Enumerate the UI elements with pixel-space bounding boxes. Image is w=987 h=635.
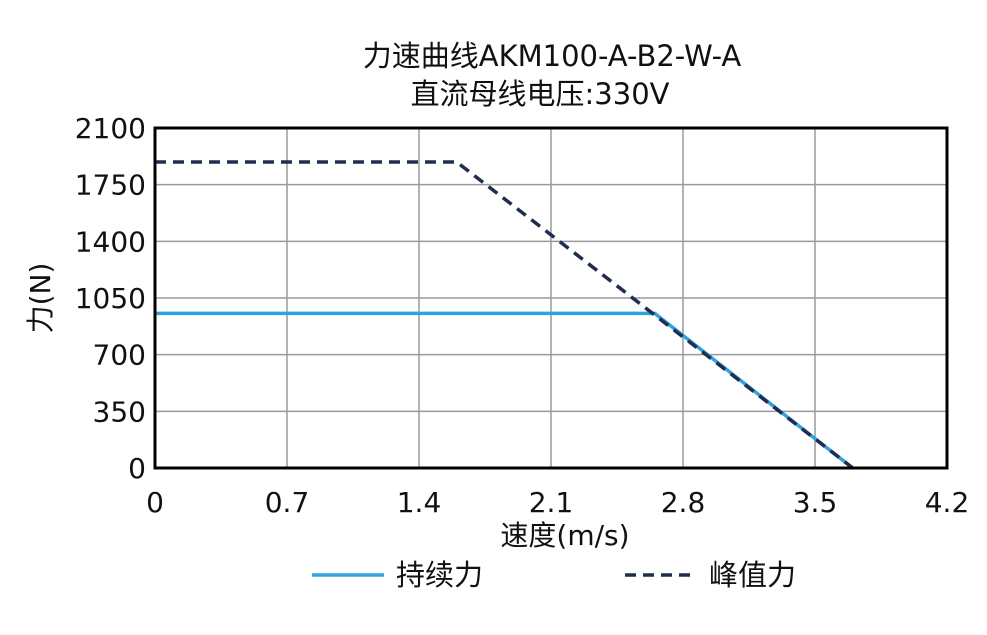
chart-title-line1: 力速曲线AKM100-A-B2-W-A — [363, 39, 742, 73]
x-tick-label: 3.5 — [793, 486, 838, 519]
x-tick-label: 2.1 — [529, 486, 574, 519]
y-tick-label: 1050 — [75, 282, 146, 315]
plot-frame — [153, 126, 949, 470]
legend-label: 峰值力 — [709, 558, 796, 592]
y-tick-label: 0 — [128, 452, 146, 485]
y-axis-label: 力(N) — [24, 263, 57, 334]
x-axis-label: 速度(m/s) — [500, 519, 629, 552]
y-tick-label: 700 — [93, 339, 146, 372]
chart-title-line2: 直流母线电压:330V — [411, 77, 670, 111]
y-tick-label: 350 — [93, 395, 146, 428]
y-tick-label: 1750 — [75, 169, 146, 202]
x-tick-labels: 0 0.7 1.4 2.1 2.8 3.5 4.2 — [146, 486, 969, 519]
y-tick-label: 2100 — [75, 112, 146, 145]
y-tick-label: 1400 — [75, 225, 146, 258]
series-lines — [155, 160, 854, 470]
series-line-continuous — [155, 311, 854, 470]
x-tick-label: 4.2 — [925, 486, 970, 519]
legend-label: 持续力 — [396, 558, 483, 592]
x-tick-label: 0.7 — [265, 486, 310, 519]
x-tick-label: 1.4 — [397, 486, 442, 519]
legend: 持续力 峰值力 — [312, 558, 796, 592]
x-tick-label: 0 — [146, 486, 164, 519]
x-tick-label: 2.8 — [661, 486, 706, 519]
grid-lines — [155, 128, 947, 468]
series-line-peak — [155, 160, 854, 470]
y-tick-labels: 0 350 700 1050 1400 1750 2100 — [75, 112, 146, 485]
